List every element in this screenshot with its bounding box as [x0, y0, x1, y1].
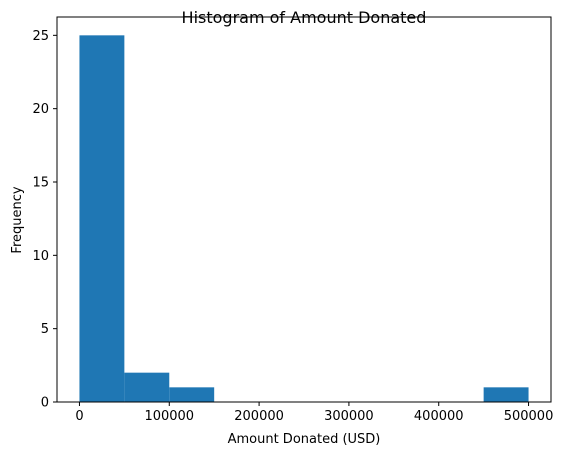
plot-frame — [56, 16, 552, 403]
x-tick-label: 100000 — [144, 409, 194, 424]
y-tick-label: 25 — [32, 29, 49, 44]
histogram-bar — [169, 387, 215, 402]
y-tick-label: 10 — [32, 249, 49, 264]
x-tick-label: 500000 — [504, 409, 554, 424]
y-axis-label: Frequency — [10, 186, 25, 253]
y-tick-label: 20 — [32, 102, 49, 117]
bars-layer — [79, 35, 529, 402]
y-tick-label: 5 — [41, 322, 49, 337]
x-tick-label: 0 — [75, 409, 83, 424]
x-tick-label: 300000 — [324, 409, 374, 424]
x-axis-label: Amount Donated (USD) — [228, 432, 381, 447]
x-tick-label: 400000 — [414, 409, 464, 424]
y-tick-label: 15 — [32, 176, 49, 191]
histogram-bar — [79, 35, 125, 402]
histogram-bar — [124, 372, 170, 402]
histogram-bar — [483, 387, 529, 402]
x-axis-ticks: 0 100000 200000 300000 400000 500000 — [75, 402, 553, 424]
y-axis-ticks: 0 5 10 15 20 25 — [32, 29, 57, 411]
x-tick-label: 200000 — [234, 409, 284, 424]
y-tick-label: 0 — [41, 396, 49, 411]
